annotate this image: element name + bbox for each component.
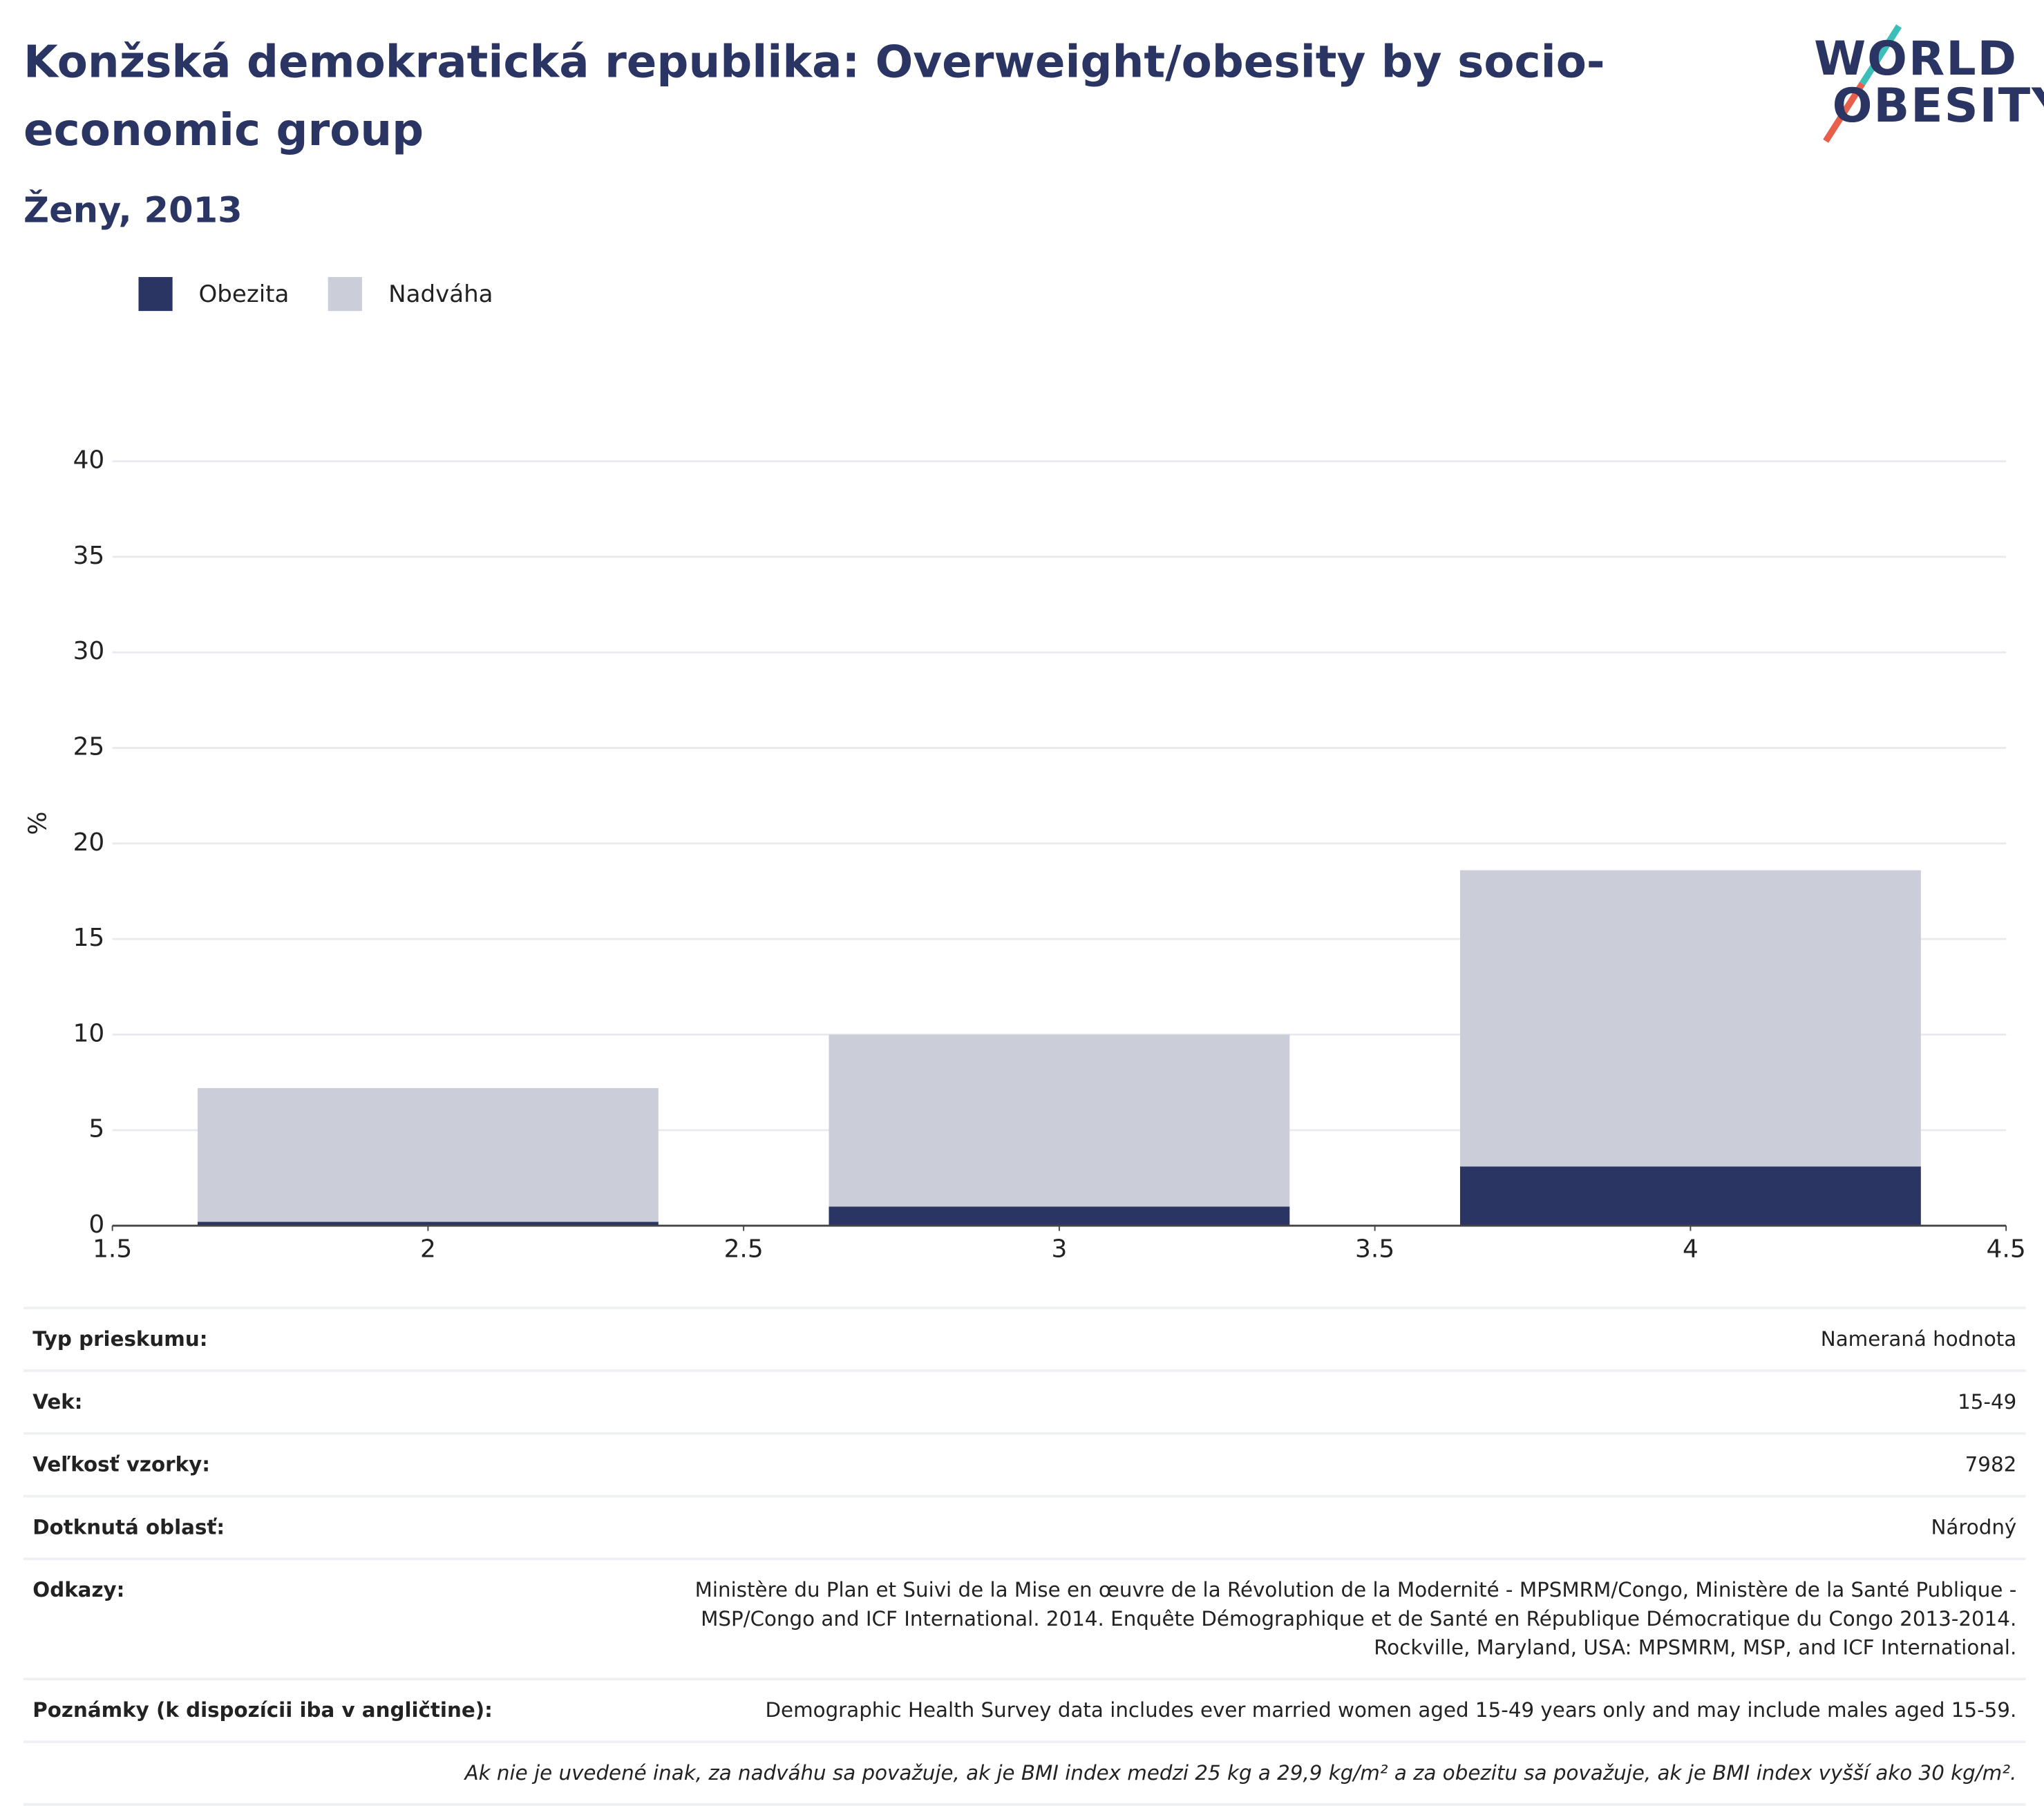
table-row: Poznámky (k dispozícii iba v angličtine)…: [23, 1677, 2026, 1742]
bar: [1459, 1166, 1921, 1226]
legend: Obezita Nadváha: [138, 276, 493, 312]
bar: [829, 1206, 1290, 1226]
y-tick-label: 40: [73, 446, 105, 475]
x-tick-label: 3: [1051, 1235, 1067, 1263]
legend-label: Nadváha: [388, 280, 493, 308]
table-row: Typ prieskumu: Nameraná hodnota: [23, 1306, 2026, 1371]
row-label: Veľkosť vzorky:: [23, 1432, 551, 1496]
table-row: Veľkosť vzorky: 7982: [23, 1432, 2026, 1496]
row-value: 15-49: [550, 1369, 2026, 1434]
legend-item: Obezita: [138, 276, 290, 312]
legend-swatch: [138, 276, 173, 312]
row-value: Demographic Health Survey data includes …: [550, 1677, 2026, 1742]
table-row: Odkazy: Ministère du Plan et Suivi de la …: [23, 1557, 2026, 1680]
y-tick-label: 10: [73, 1019, 105, 1047]
bar: [197, 1222, 659, 1226]
table-row: Dotknutá oblasť: Národný: [23, 1494, 2026, 1559]
chart-subtitle: Ženy, 2013: [23, 191, 243, 231]
logo-slash: [1823, 24, 1902, 143]
legend-swatch: [328, 276, 363, 312]
row-label: Typ prieskumu:: [23, 1306, 551, 1371]
x-tick-label: 4: [1683, 1235, 1698, 1263]
x-tick-label: 1.5: [93, 1235, 132, 1263]
row-value: Nameraná hodnota: [550, 1306, 2026, 1371]
y-tick-label: 35: [73, 542, 105, 570]
bar: [1459, 870, 1921, 1167]
x-tick-label: 2.5: [724, 1235, 764, 1263]
row-value-line: Rockville, Maryland, USA: MPSMRM, MSP, a…: [1374, 1635, 2017, 1660]
chart-title: Konžská demokratická republika: Overweig…: [23, 36, 1605, 157]
row-value: Národný: [550, 1494, 2026, 1559]
y-tick-label: 30: [73, 637, 105, 665]
y-tick-label: 15: [73, 924, 105, 952]
logo-line: OBESITY: [1832, 79, 2044, 133]
row-value-line: MSP/Congo and ICF International. 2014. E…: [701, 1607, 2017, 1631]
row-label: Dotknutá oblasť:: [23, 1494, 551, 1559]
table-row: Vek: 15-49: [23, 1369, 2026, 1434]
y-tick-label: 20: [73, 828, 105, 857]
row-label: Vek:: [23, 1369, 551, 1434]
y-tick-label: 25: [73, 733, 105, 761]
row-label: Odkazy:: [23, 1557, 551, 1680]
y-axis-label: %: [24, 811, 53, 835]
legend-label: Obezita: [198, 280, 290, 308]
row-value: 7982: [550, 1432, 2026, 1496]
bar: [197, 1087, 659, 1222]
row-label: Poznámky (k dispozícii iba v angličtine)…: [23, 1677, 551, 1742]
x-tick-label: 2: [420, 1235, 436, 1263]
chart: 0 5 10 15 20 25 30 35 40% 1.5 2 2.5 3 3.5 4 4.5: [24, 446, 2026, 1264]
info-table: Typ prieskumu: Nameraná hodnota Vek: 15-49 V…: [23, 1306, 2026, 1806]
table-row: Ak nie je uvedené inak, za nadváhu sa po…: [23, 1740, 2026, 1806]
y-tick-label: 0: [88, 1210, 104, 1239]
legend-item: Nadváha: [328, 276, 493, 312]
x-tick-label: 3.5: [1355, 1235, 1394, 1263]
row-value-line: Ministère du Plan et Suivi de la Mise en…: [694, 1578, 2017, 1602]
y-tick-label: 5: [88, 1115, 104, 1143]
row-value: Ministère du Plan et Suivi de la Mise en…: [550, 1557, 2026, 1680]
logo: WORLD OBESITY: [1814, 32, 2044, 133]
logo-line: WORLD: [1814, 32, 2018, 86]
x-tick-label: 4.5: [1987, 1235, 2026, 1263]
footnote: Ak nie je uvedené inak, za nadváhu sa po…: [23, 1740, 2026, 1806]
bar: [829, 1034, 1290, 1207]
